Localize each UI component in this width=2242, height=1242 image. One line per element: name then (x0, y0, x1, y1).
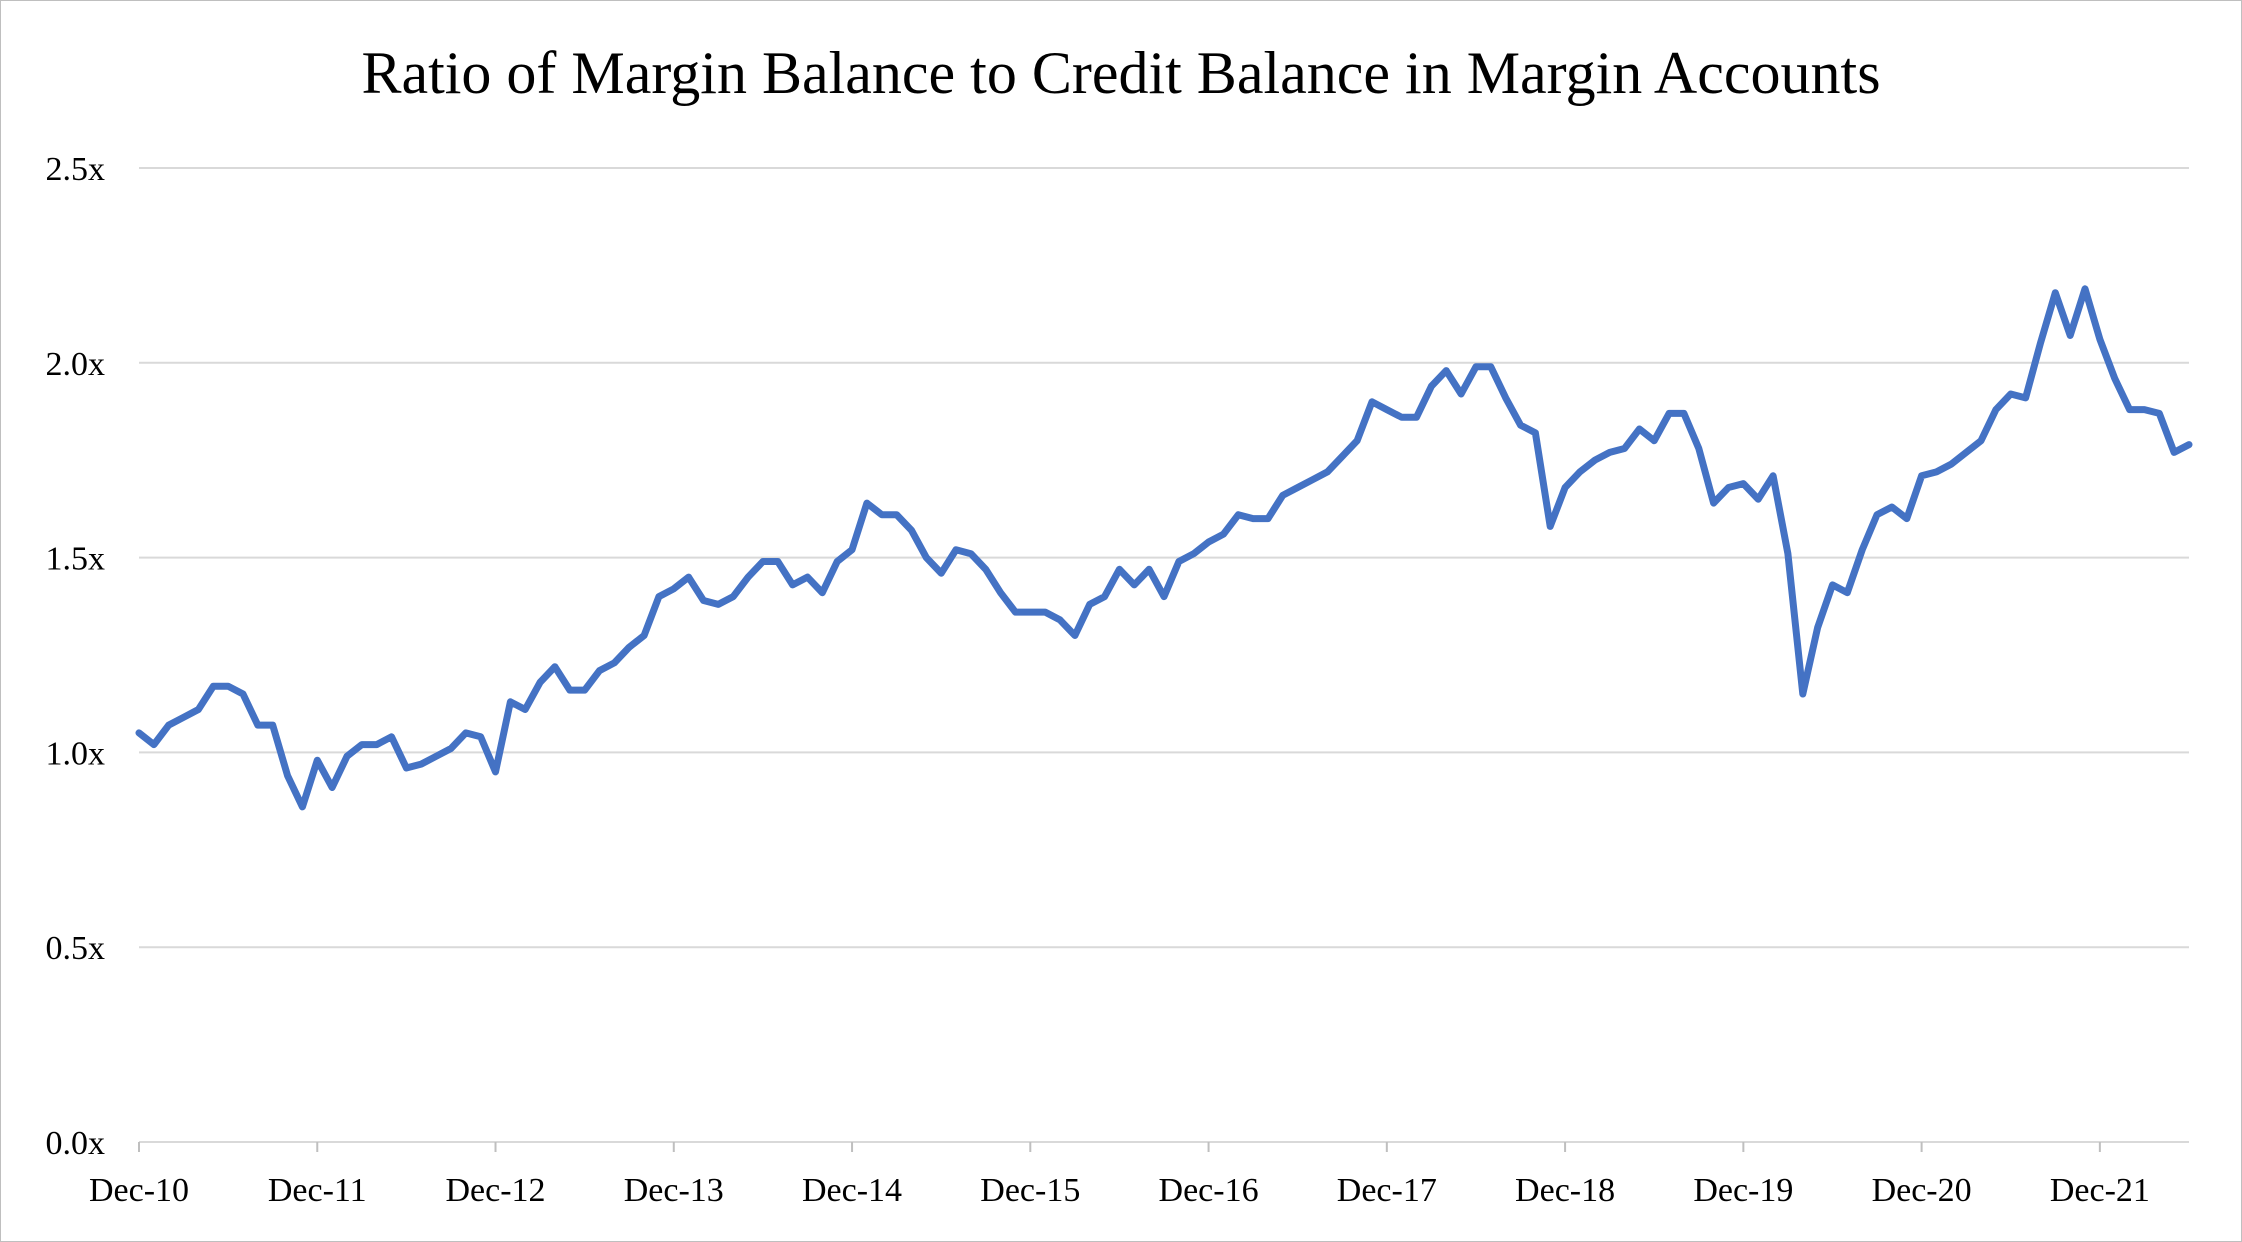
y-tick-label: 0.5x (46, 930, 106, 967)
x-axis-tick-labels: Dec-10 Dec-11 Dec-12 Dec-13 Dec-14 Dec-15 Dec-… (89, 1172, 2150, 1209)
x-tick-label: Dec-15 (980, 1172, 1080, 1209)
x-tick-label: Dec-12 (445, 1172, 545, 1209)
x-tick-label: Dec-17 (1337, 1172, 1437, 1209)
gridlines (139, 167, 2189, 949)
x-tick-label: Dec-20 (1872, 1172, 1972, 1209)
y-tick-label: 2.0x (46, 346, 106, 383)
y-tick-label: 2.5x (46, 151, 106, 188)
x-tick-label: Dec-13 (624, 1172, 724, 1209)
x-tick-label: Dec-18 (1515, 1172, 1615, 1209)
y-axis-tick-labels: 0.0x 0.5x 1.0x 1.5x 2.0x 2.5x (46, 151, 106, 1162)
chart-title: Ratio of Margin Balance to Credit Balanc… (361, 40, 1880, 106)
y-tick-label: 0.0x (46, 1125, 106, 1162)
x-tick-label: Dec-21 (2050, 1172, 2150, 1209)
x-tick-label: Dec-19 (1693, 1172, 1793, 1209)
series-line (135, 285, 2193, 811)
series-layer (135, 285, 2193, 811)
y-tick-label: 1.5x (46, 541, 106, 578)
x-tick-label: Dec-16 (1159, 1172, 1259, 1209)
x-tick-label: Dec-10 (89, 1172, 189, 1209)
x-tick-label: Dec-14 (802, 1172, 902, 1209)
y-tick-label: 1.0x (46, 735, 106, 772)
x-axis (138, 1141, 2189, 1152)
x-tick-label: Dec-11 (268, 1172, 367, 1209)
